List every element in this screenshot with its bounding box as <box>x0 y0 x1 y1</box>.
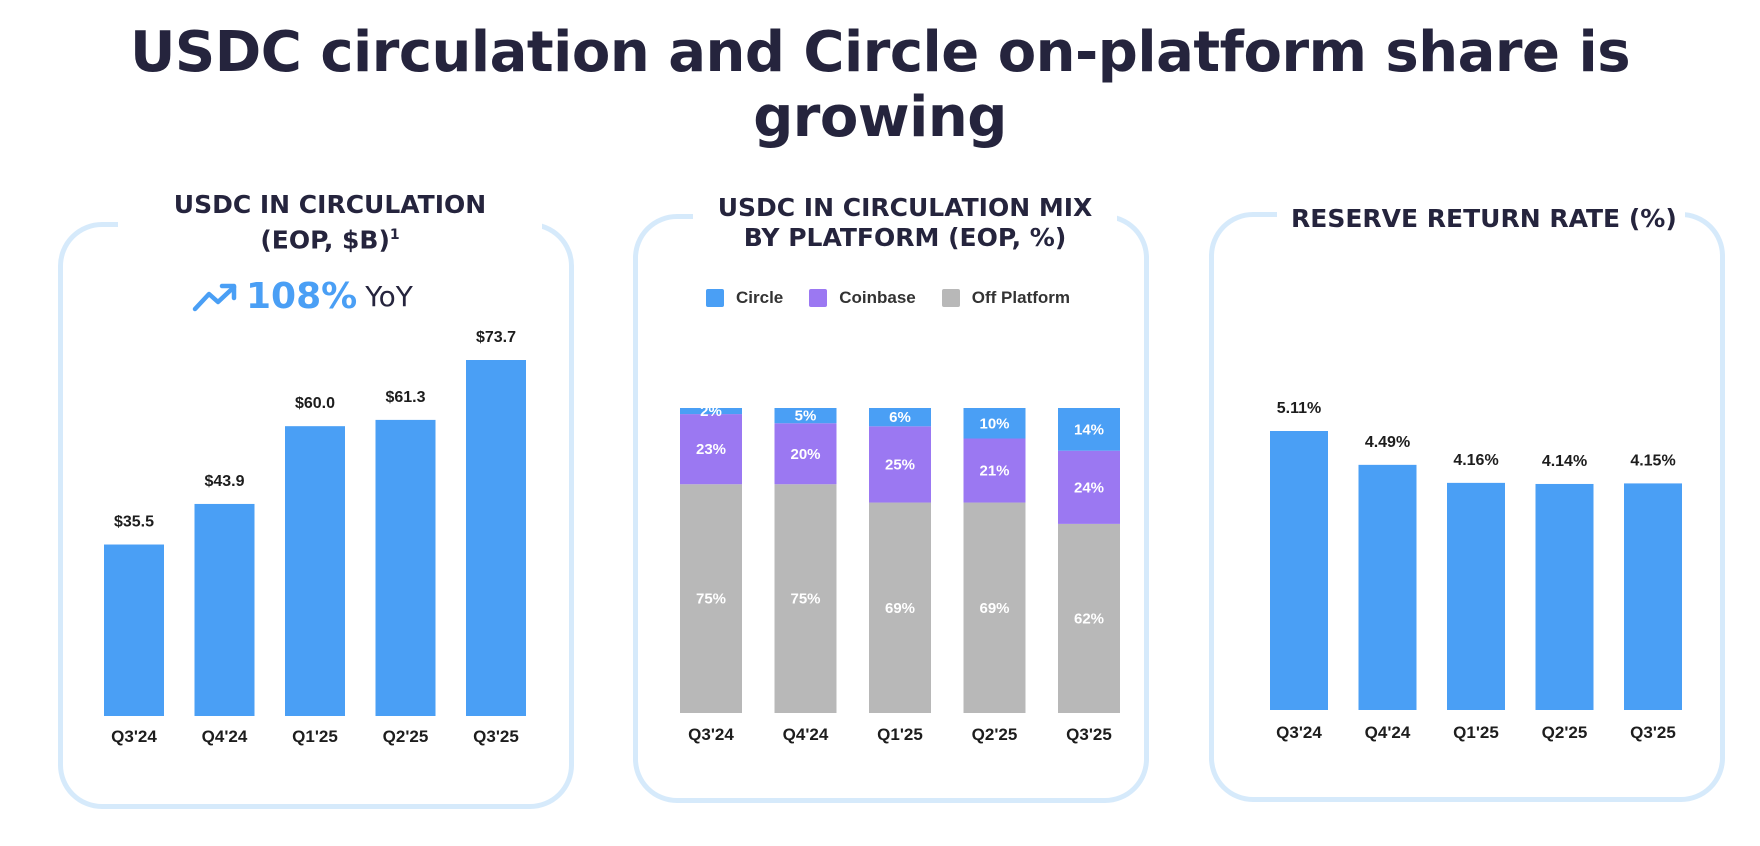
platform-mix-legend: Circle Coinbase Off Platform <box>706 288 1096 308</box>
mix-segment-circle <box>869 408 931 427</box>
reserve-rate-tick-label: Q1'25 <box>1453 723 1499 742</box>
yoy-label: YoY <box>365 280 413 313</box>
mix-segment-off-platform <box>869 502 931 713</box>
mix-segment-off-platform <box>774 484 837 713</box>
trending-up-icon <box>192 282 238 312</box>
reserve-rate-data-label: 4.15% <box>1630 452 1675 469</box>
mix-label-circle: 6% <box>889 409 911 426</box>
reserve-rate-data-label: 4.14% <box>1542 453 1587 470</box>
reserve-return-title: RESERVE RETURN RATE (%) <box>1277 204 1685 234</box>
circulation-data-label: $73.7 <box>476 329 516 346</box>
circulation-bar <box>466 360 526 716</box>
mix-segment-off-platform <box>1058 523 1120 713</box>
circulation-data-label: $35.5 <box>114 514 154 531</box>
mix-label-off-platform: 69% <box>885 600 915 617</box>
circulation-tick-label: Q3'25 <box>473 727 519 746</box>
mix-segment-coinbase <box>963 438 1026 503</box>
circulation-tick-label: Q4'24 <box>202 727 248 746</box>
mix-segment-circle <box>963 408 1026 439</box>
platform-mix-title-line2: BY PLATFORM (EOP, %) <box>743 223 1067 252</box>
mix-label-off-platform: 62% <box>1074 610 1104 627</box>
mix-tick-label: Q3'25 <box>1066 725 1112 744</box>
mix-segment-coinbase <box>774 423 837 485</box>
circulation-tick-label: Q3'24 <box>111 727 157 746</box>
mix-segment-circle <box>1058 408 1120 451</box>
legend-swatch-circle <box>706 289 724 307</box>
yoy-value: 108% <box>246 276 358 317</box>
legend-swatch-off-platform <box>941 289 960 307</box>
reserve-rate-bar <box>1447 482 1505 710</box>
mix-tick-label: Q1'25 <box>877 725 923 744</box>
mix-segment-circle <box>774 408 837 424</box>
circulation-bar <box>375 419 436 716</box>
footnote-marker: 1 <box>389 227 400 243</box>
mix-segment-off-platform <box>963 502 1026 713</box>
legend-swatch-coinbase <box>809 289 828 307</box>
platform-mix-title: USDC IN CIRCULATION MIX BY PLATFORM (EOP… <box>693 193 1117 253</box>
mix-label-coinbase: 24% <box>1074 479 1104 496</box>
mix-label-off-platform: 75% <box>696 591 726 608</box>
circulation-tick-label: Q1'25 <box>292 727 338 746</box>
legend-item-circle: Circle <box>706 288 783 308</box>
reserve-rate-bar <box>1270 431 1328 710</box>
circulation-bar <box>285 426 345 716</box>
legend-item-coinbase: Coinbase <box>809 288 916 308</box>
circulation-data-label: $61.3 <box>385 389 425 406</box>
mix-segment-coinbase <box>869 426 931 503</box>
reserve-rate-tick-label: Q3'24 <box>1276 723 1322 742</box>
mix-label-circle: 2% <box>700 403 722 420</box>
circulation-tick-label: Q2'25 <box>383 727 429 746</box>
mix-label-coinbase: 25% <box>885 456 915 473</box>
mix-label-coinbase: 23% <box>696 441 726 458</box>
yoy-growth: 108% YoY <box>192 276 413 317</box>
reserve-rate-bar <box>1535 483 1594 710</box>
mix-label-circle: 14% <box>1074 421 1104 438</box>
usdc-circulation-title: USDC IN CIRCULATION (EOP, $B)1 <box>118 190 542 256</box>
mix-segment-circle <box>680 408 742 415</box>
mix-label-coinbase: 21% <box>979 463 1009 480</box>
mix-tick-label: Q2'25 <box>972 725 1018 744</box>
usdc-circulation-title-line1: USDC IN CIRCULATION <box>173 190 487 219</box>
mix-label-off-platform: 69% <box>979 600 1009 617</box>
mix-segment-coinbase <box>680 414 742 485</box>
circulation-data-label: $60.0 <box>295 395 335 412</box>
reserve-rate-data-label: 4.49% <box>1365 434 1410 451</box>
mix-label-coinbase: 20% <box>790 446 820 463</box>
reserve-rate-data-label: 4.16% <box>1453 452 1498 469</box>
reserve-rate-bar <box>1358 464 1417 710</box>
legend-label-coinbase: Coinbase <box>839 288 916 307</box>
mix-label-circle: 10% <box>979 415 1009 432</box>
usdc-circulation-title-line2: (EOP, $B) <box>260 225 390 255</box>
circulation-bar <box>104 544 164 716</box>
reserve-rate-tick-label: Q3'25 <box>1630 723 1676 742</box>
mix-label-off-platform: 75% <box>790 591 820 608</box>
page-title: USDC circulation and Circle on-platform … <box>129 20 1631 150</box>
reserve-rate-tick-label: Q2'25 <box>1542 723 1588 742</box>
mix-label-circle: 5% <box>795 408 817 425</box>
platform-mix-title-line1: USDC IN CIRCULATION MIX <box>717 193 1093 222</box>
mix-tick-label: Q3'24 <box>688 725 734 744</box>
reserve-return-title-text: RESERVE RETURN RATE (%) <box>1291 204 1677 233</box>
reserve-rate-bar <box>1624 483 1682 710</box>
legend-label-off-platform: Off Platform <box>971 288 1071 307</box>
mix-segment-coinbase <box>1058 450 1120 524</box>
legend-label-circle: Circle <box>736 288 784 307</box>
reserve-rate-tick-label: Q4'24 <box>1365 723 1411 742</box>
legend-item-off-platform: Off Platform <box>941 288 1071 308</box>
reserve-rate-data-label: 5.11% <box>1277 400 1321 417</box>
circulation-bar <box>194 503 255 716</box>
circulation-data-label: $43.9 <box>204 473 244 490</box>
mix-tick-label: Q4'24 <box>783 725 829 744</box>
mix-segment-off-platform <box>680 484 742 713</box>
